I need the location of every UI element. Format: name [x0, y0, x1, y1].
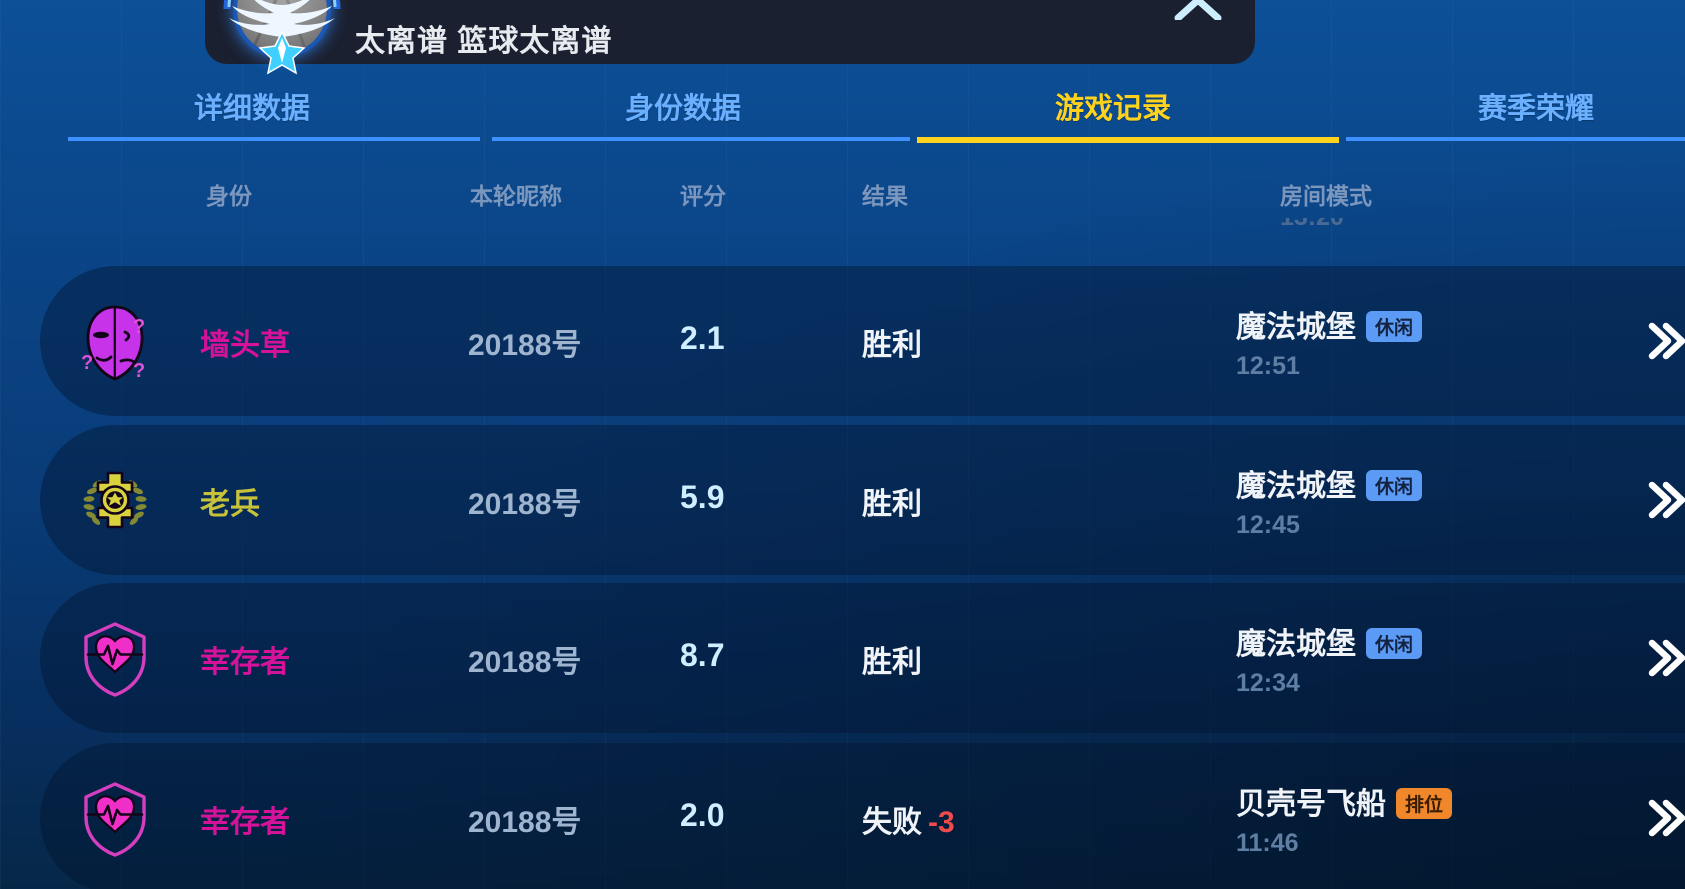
svg-text:?: ? [133, 360, 145, 381]
svg-text:?: ? [81, 352, 93, 374]
svg-text:?: ? [133, 316, 145, 338]
